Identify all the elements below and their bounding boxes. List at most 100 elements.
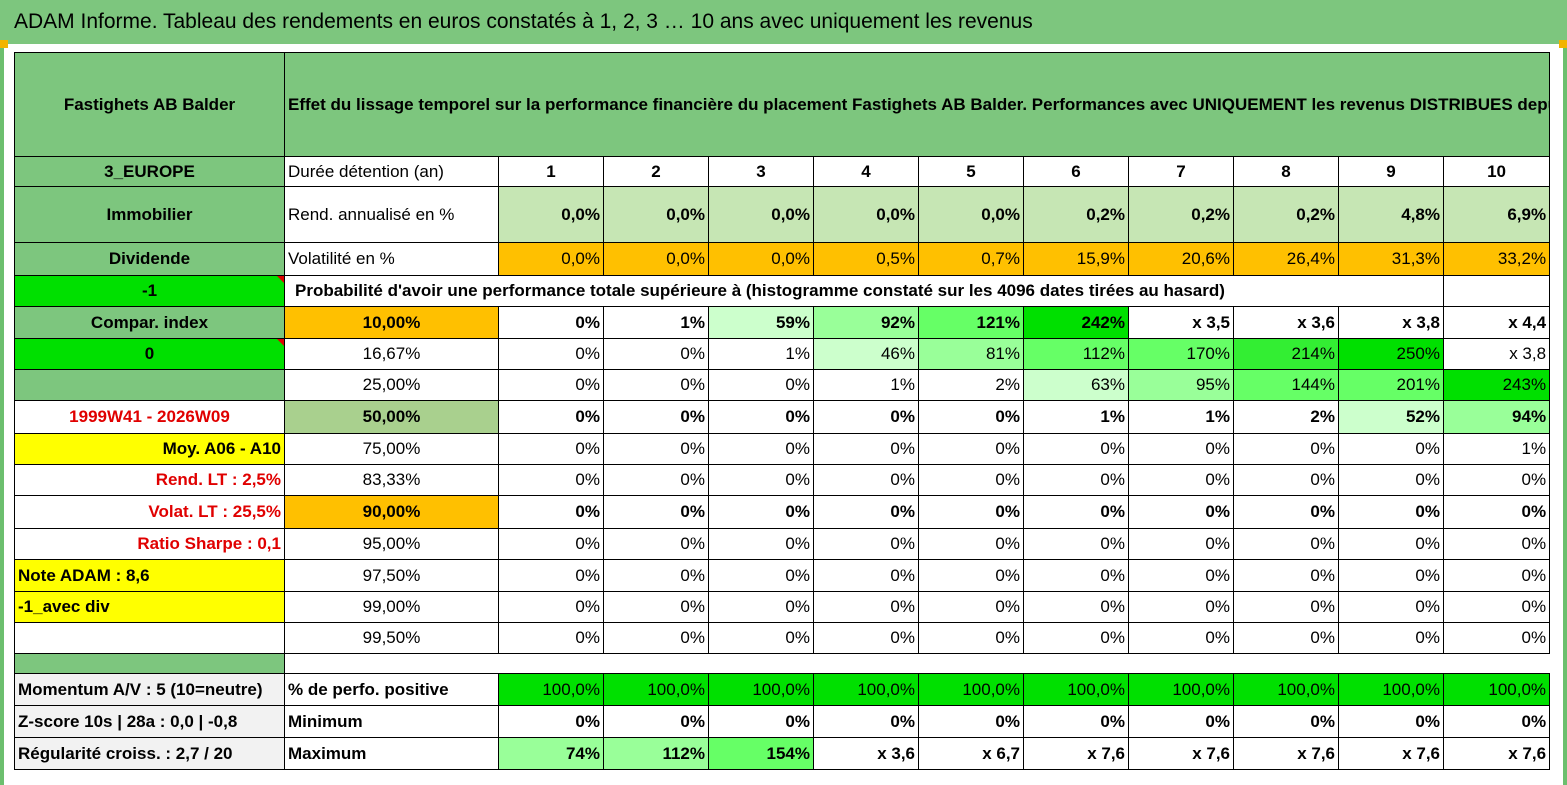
- proba-cell: 0%: [813, 591, 919, 623]
- year-header: 6: [1023, 156, 1129, 187]
- rend-cell: 0,0%: [603, 186, 709, 243]
- max-cell: x 6,7: [918, 737, 1024, 770]
- positive-cell: 100,0%: [1023, 673, 1129, 706]
- proba-percentile: 50,00%: [284, 400, 499, 434]
- rend-cell: 6,9%: [1442, 186, 1551, 243]
- year-header: 8: [1233, 156, 1339, 187]
- positive-label: % de perfo. positive: [284, 673, 499, 706]
- proba-cell: 201%: [1338, 369, 1444, 401]
- proba-cell: x 3,8: [1338, 306, 1444, 339]
- vol-cell: 0,0%: [603, 242, 709, 276]
- proba-cell: 0%: [498, 464, 604, 496]
- vol-label: Volatilité en %: [284, 242, 499, 276]
- proba-percentile: 97,50%: [284, 559, 499, 592]
- moy-label: Moy. A06 - A10: [14, 433, 285, 465]
- proba-percentile: 83,33%: [284, 464, 499, 496]
- proba-cell: 0%: [1442, 528, 1551, 560]
- proba-cell: x 4,4: [1442, 306, 1551, 339]
- year-header: 2: [603, 156, 709, 187]
- proba-cell: x 3,8: [1442, 338, 1551, 370]
- max-cell: x 3,6: [813, 737, 919, 770]
- proba-cell: 92%: [813, 306, 919, 339]
- proba-cell: 0%: [708, 369, 814, 401]
- positive-cell: 100,0%: [1128, 673, 1234, 706]
- year-header: 5: [918, 156, 1024, 187]
- positive-cell: 100,0%: [498, 673, 604, 706]
- proba-cell: 0%: [1233, 622, 1339, 654]
- max-cell: x 7,6: [1128, 737, 1234, 770]
- proba-cell: 0%: [603, 433, 709, 465]
- min-cell: 0%: [708, 705, 814, 738]
- min-cell: 0%: [603, 705, 709, 738]
- rend-label: Rend. annualisé en %: [284, 186, 499, 243]
- fund-name: Fastighets AB Balder: [14, 52, 285, 157]
- rend-cell: 0,0%: [813, 186, 919, 243]
- proba-cell: 0%: [813, 528, 919, 560]
- rend-cell: 4,8%: [1338, 186, 1444, 243]
- volat-lt-label: Volat. LT : 25,5%: [14, 495, 285, 529]
- proba-cell: 0%: [1338, 464, 1444, 496]
- proba-cell: 0%: [708, 528, 814, 560]
- rend-cell: 0,2%: [1233, 186, 1339, 243]
- proba-cell: 0%: [1233, 528, 1339, 560]
- proba-cell: 0%: [918, 464, 1024, 496]
- proba-cell: 0%: [918, 528, 1024, 560]
- proba-cell: 0%: [1233, 433, 1339, 465]
- proba-percentile: 25,00%: [284, 369, 499, 401]
- max-cell: 154%: [708, 737, 814, 770]
- corner-marker: [1559, 40, 1567, 48]
- proba-cell: 0%: [813, 433, 919, 465]
- proba-cell: 0%: [603, 622, 709, 654]
- proba-cell: 0%: [1128, 591, 1234, 623]
- proba-cell: 0%: [603, 464, 709, 496]
- proba-cell: 0%: [813, 559, 919, 592]
- proba-cell: 0%: [1338, 622, 1444, 654]
- vol-cell: 0,7%: [918, 242, 1024, 276]
- proba-cell: 1%: [603, 306, 709, 339]
- proba-cell: 0%: [1128, 495, 1234, 529]
- proba-cell: 243%: [1442, 369, 1551, 401]
- rend-cell: 0,0%: [708, 186, 814, 243]
- max-cell: x 7,6: [1442, 737, 1551, 770]
- vol-cell: 20,6%: [1128, 242, 1234, 276]
- proba-cell: 0%: [918, 400, 1024, 434]
- vol-cell: 31,3%: [1338, 242, 1444, 276]
- proba-cell: 0%: [708, 464, 814, 496]
- proba-cell: 0%: [603, 528, 709, 560]
- table-description: Effet du lissage temporel sur la perform…: [283, 52, 1551, 157]
- max-cell: 74%: [498, 737, 604, 770]
- vol-cell: 0,5%: [813, 242, 919, 276]
- proba-cell: 59%: [708, 306, 814, 339]
- page-title: ADAM Informe. Tableau des rendements en …: [0, 0, 1567, 44]
- proba-cell: 0%: [1128, 433, 1234, 465]
- avec-div-label: -1_avec div: [14, 591, 285, 623]
- proba-percentile: 99,00%: [284, 591, 499, 623]
- proba-cell: 0%: [498, 338, 604, 370]
- compar-index-label: Compar. index: [14, 306, 285, 339]
- proba-cell: 2%: [918, 369, 1024, 401]
- proba-percentile: 10,00%: [284, 306, 499, 339]
- proba-cell: 0%: [1023, 559, 1129, 592]
- proba-cell: 1%: [1128, 400, 1234, 434]
- spacer-cell: [14, 653, 285, 674]
- proba-cell: 0%: [1338, 433, 1444, 465]
- duree-label: Durée détention (an): [284, 156, 499, 187]
- proba-cell: 0%: [603, 369, 709, 401]
- proba-cell: 0%: [498, 306, 604, 339]
- rend-cell: 0,0%: [918, 186, 1024, 243]
- proba-percentile: 90,00%: [284, 495, 499, 529]
- proba-cell: 0%: [708, 559, 814, 592]
- min-cell: 0%: [1023, 705, 1129, 738]
- proba-cell: 0%: [918, 495, 1024, 529]
- proba-cell: 46%: [813, 338, 919, 370]
- year-header: 4: [813, 156, 919, 187]
- proba-cell: 242%: [1023, 306, 1129, 339]
- spacer-cell: [285, 654, 1550, 674]
- proba-percentile: 95,00%: [284, 528, 499, 560]
- proba-cell: 0%: [498, 400, 604, 434]
- min-label: Minimum: [284, 705, 499, 738]
- proba-cell: 0%: [1023, 464, 1129, 496]
- proba-cell: 63%: [1023, 369, 1129, 401]
- period-label: 1999W41 - 2026W09: [14, 400, 285, 434]
- proba-percentile: 99,50%: [284, 622, 499, 654]
